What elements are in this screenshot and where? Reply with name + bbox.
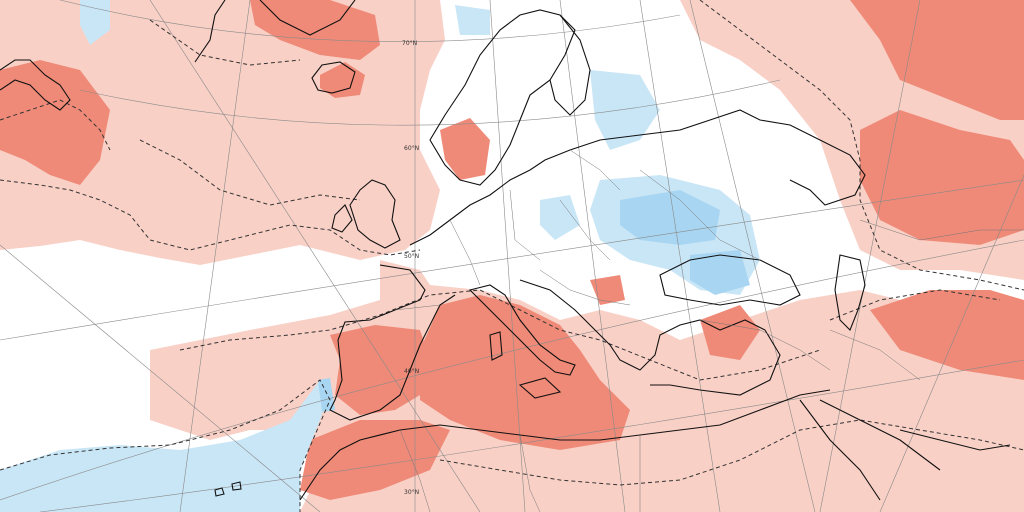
contour-russia [699, 0, 1024, 291]
border-germany-poland [509, 189, 541, 261]
warm-strong-med-central [420, 295, 630, 450]
coast-scandinavia [429, 9, 576, 186]
meridian-50e [819, 0, 921, 512]
country-borders [394, 149, 1024, 512]
coast-canary [214, 481, 242, 497]
cool-light-arctic-west [80, 0, 110, 45]
border-iran [829, 329, 921, 381]
coast-black-sea [659, 254, 801, 306]
coast-persian-gulf [899, 429, 1011, 451]
lat-label-70n: 70°N [402, 40, 417, 47]
contour-mediterranean [179, 289, 821, 381]
parallel-70n [59, 0, 681, 42]
warm-strong-spain [330, 325, 430, 415]
warm-strong-balkans [590, 275, 625, 305]
border-ukraine-russia [639, 169, 761, 261]
contour-north-atlantic [0, 179, 421, 256]
warm-strong-russia-east [860, 110, 1024, 245]
border-turkey [699, 319, 831, 371]
contour-atlantic-south [0, 379, 331, 512]
meridian-60e [879, 174, 1024, 512]
coastlines [0, 0, 1011, 501]
coast-continental-north [409, 109, 866, 246]
contour-mid-atlantic [139, 139, 361, 206]
border-africa-algeria [399, 429, 431, 512]
contour-iran [829, 289, 1001, 321]
meridian-10e [489, 0, 526, 512]
coast-balkans-greece [519, 279, 781, 396]
warm-strong-turkey [700, 305, 760, 360]
warm-strong-asia-south [870, 290, 1024, 380]
contour-iceland [149, 19, 301, 66]
parallel-40n [0, 239, 1024, 501]
coast-iceland [311, 61, 356, 94]
cool-light-baltic [455, 5, 490, 35]
warm-strong-north-africa [300, 420, 450, 500]
parallel-60n [79, 79, 781, 126]
border-balkans [539, 269, 631, 306]
coast-uk-ireland [331, 179, 401, 249]
lat-label-40n: 40°N [404, 368, 419, 375]
coast-north-africa [299, 389, 831, 501]
meridian-west-far [179, 0, 251, 512]
cool-strong-gibraltar [318, 378, 335, 412]
warm-strong-greenland [0, 60, 110, 185]
meridian-20e [559, 0, 626, 512]
border-france-spain [394, 304, 441, 311]
warm-strong-arctic [250, 0, 380, 60]
cool-light-central-europe [540, 195, 580, 240]
coast-italy [468, 284, 576, 399]
coast-caspian [834, 254, 866, 331]
lat-label-30n: 30°N [404, 489, 419, 496]
border-africa-libya [519, 434, 541, 512]
cool-light-atlantic-south [0, 380, 330, 512]
parallel-50n [0, 179, 1024, 341]
cool-anomaly-areas [0, 0, 760, 512]
lat-label-50n: 50°N [404, 253, 419, 260]
parallel-30n [39, 359, 1024, 512]
coast-greenland [0, 0, 356, 111]
warm-strong-norway [440, 118, 490, 180]
border-poland-ukraine [559, 199, 611, 261]
border-baltic-russia [569, 149, 621, 191]
meridian-20w [0, 244, 321, 512]
coast-red-sea [799, 399, 941, 501]
cool-strong-south [690, 250, 750, 295]
lat-label-60n: 60°N [404, 145, 419, 152]
warm-strong-russia-north [700, 0, 1024, 120]
border-france-germany [449, 219, 481, 286]
warm-light-iberia-atlantic [380, 260, 440, 320]
latitude-labels: 70°N 60°N 50°N 40°N 30°N [402, 40, 419, 496]
contour-africa [439, 419, 1024, 486]
warm-light-north-atlantic [0, 0, 445, 265]
cool-light-scandinavia-east [590, 70, 660, 150]
cool-strong-ukraine [620, 190, 720, 245]
coast-finland [549, 14, 591, 116]
warm-anomaly-strong-areas [0, 0, 1024, 500]
coast-iberia [329, 264, 456, 421]
border-kazakhstan [859, 219, 1024, 241]
